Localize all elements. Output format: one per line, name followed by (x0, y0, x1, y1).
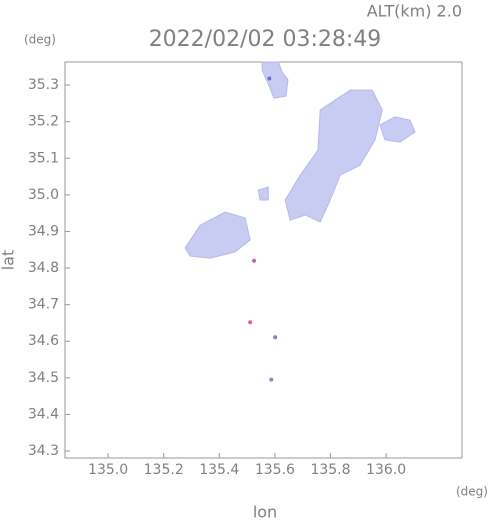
y-tick-label: 34.5 (28, 370, 59, 386)
y-unit: (deg) (24, 33, 56, 47)
y-tick-label: 35.0 (28, 187, 59, 203)
echo-point (273, 335, 278, 340)
x-tick-label: 136.0 (366, 462, 406, 478)
echo-point (267, 76, 272, 81)
echo-point (248, 320, 253, 325)
echo-point (269, 377, 274, 382)
echo-region (257, 186, 269, 201)
x-tick-label: 135.8 (310, 462, 350, 478)
y-tick-label: 35.3 (28, 77, 59, 93)
x-tick-label: 135.4 (199, 462, 239, 478)
y-tick-label: 34.6 (28, 333, 59, 349)
y-tick-label: 34.8 (28, 260, 59, 276)
y-tick-label: 35.2 (28, 114, 59, 130)
altitude-label: ALT(km) 2.0 (367, 2, 462, 21)
x-unit: (deg) (456, 485, 488, 499)
y-axis-label: lat (0, 250, 18, 271)
echo-region (261, 61, 289, 99)
echo-region (184, 211, 251, 259)
x-tick-label: 135.6 (255, 462, 295, 478)
x-tick-label: 135.2 (144, 462, 184, 478)
y-tick-label: 34.9 (28, 223, 59, 239)
echo-region (284, 89, 383, 223)
x-tick-label: 135.0 (88, 462, 128, 478)
y-tick-label: 35.1 (28, 150, 59, 166)
x-axis-label: lon (253, 503, 277, 521)
y-tick-label: 34.4 (28, 406, 59, 422)
y-tick-label: 34.7 (28, 297, 59, 313)
echo-region (379, 116, 416, 143)
chart-title: 2022/02/02 03:28:49 (149, 27, 382, 52)
echo-point (252, 258, 257, 263)
y-tick-label: 34.3 (28, 443, 59, 459)
